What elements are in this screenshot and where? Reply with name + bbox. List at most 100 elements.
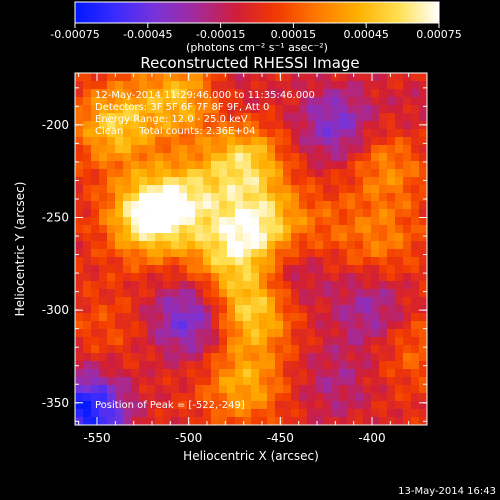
heatmap-cell [99,289,108,298]
heatmap-cell [315,265,324,274]
heatmap-cell [107,353,116,362]
heatmap-cell [179,289,188,298]
heatmap-cell [323,297,332,306]
annotation-total-counts: Clean Total counts: 2.36E+04 [95,126,255,137]
heatmap-cell [355,233,364,242]
heatmap-cell [123,265,132,274]
heatmap-cell [347,145,356,154]
heatmap-cell [203,209,212,218]
heatmap-cell [211,321,220,330]
heatmap-cell [315,153,324,162]
heatmap-cell [179,409,188,418]
heatmap-cell [283,113,292,122]
heatmap-cell [347,257,356,266]
heatmap-cell [123,321,132,330]
colorbar-cell [399,2,403,23]
heatmap-cell [331,89,340,98]
heatmap-cell [227,233,236,242]
heatmap-cell [251,337,260,346]
heatmap-cell [307,193,316,202]
heatmap-cell [179,89,188,98]
colorbar-cell [235,2,240,23]
heatmap-cell [75,385,84,394]
heatmap-cell [91,209,100,218]
heatmap-cell [283,305,292,314]
heatmap-cell [179,113,188,122]
heatmap-cell [291,353,300,362]
heatmap-cell [139,233,148,242]
heatmap-cell [91,153,100,162]
heatmap-cell [147,249,156,258]
heatmap-cell [259,161,268,170]
heatmap-cell [259,321,268,330]
heatmap-cell [163,241,172,250]
heatmap-cell [163,369,172,378]
heatmap-cell [195,161,204,170]
heatmap-cell [403,105,412,114]
heatmap-cell [75,153,84,162]
heatmap-cell [155,305,164,314]
heatmap-cell [195,305,204,314]
heatmap-cell [339,201,348,210]
heatmap-cell [155,257,164,266]
heatmap-cell [123,89,132,98]
heatmap-cell [219,409,228,418]
heatmap-cell [379,409,388,418]
heatmap-cell [107,217,116,226]
heatmap-cell [107,361,116,370]
heatmap-cell [275,337,284,346]
heatmap-cell [203,313,212,322]
heatmap-cell [163,345,172,354]
x-tick-label: -450 [267,431,294,445]
heatmap-cell [387,121,396,130]
heatmap-cell [283,137,292,146]
heatmap-cell [291,129,300,138]
heatmap-cell [243,385,252,394]
colorbar-tick-label: 0.00045 [343,28,389,41]
heatmap-cell [75,105,84,114]
heatmap-cell [363,321,372,330]
heatmap-cell [75,345,84,354]
heatmap-cell [275,361,284,370]
heatmap-cell [131,417,140,426]
heatmap-cell [347,121,356,130]
heatmap-cell [75,369,84,378]
heatmap-cell [147,313,156,322]
heatmap-cell [243,257,252,266]
heatmap-cell [107,81,116,90]
heatmap-cell [219,81,228,90]
heatmap-cell [227,377,236,386]
heatmap-cell [371,305,380,314]
heatmap-cell [307,113,316,122]
heatmap-cell [139,217,148,226]
heatmap-cell [371,257,380,266]
heatmap-cell [99,177,108,186]
annotation-energy-range: Energy Range: 12.0 - 25.0 keV [95,114,248,125]
heatmap-cell [291,313,300,322]
heatmap-cell [403,417,412,426]
heatmap-cell [235,289,244,298]
heatmap-cell [419,393,428,402]
heatmap-cell [91,329,100,338]
heatmap-cell [347,409,356,418]
heatmap-cell [219,201,228,210]
colorbar-cell [393,2,397,23]
heatmap-cell [395,265,404,274]
heatmap-cell [107,161,116,170]
heatmap-cell [91,97,100,106]
heatmap-cell [283,345,292,354]
heatmap-cell [171,193,180,202]
heatmap-cell [187,89,196,98]
heatmap-cell [227,145,236,154]
heatmap-cell [371,385,380,394]
heatmap-cell [179,105,188,114]
heatmap-cell [259,249,268,258]
heatmap-cell [75,401,84,410]
heatmap-cell [147,369,156,378]
heatmap-cell [403,377,412,386]
heatmap-cell [291,265,300,274]
heatmap-cell [387,233,396,242]
heatmap-cell [243,89,252,98]
heatmap-cell [227,105,236,114]
heatmap-cell [163,273,172,282]
